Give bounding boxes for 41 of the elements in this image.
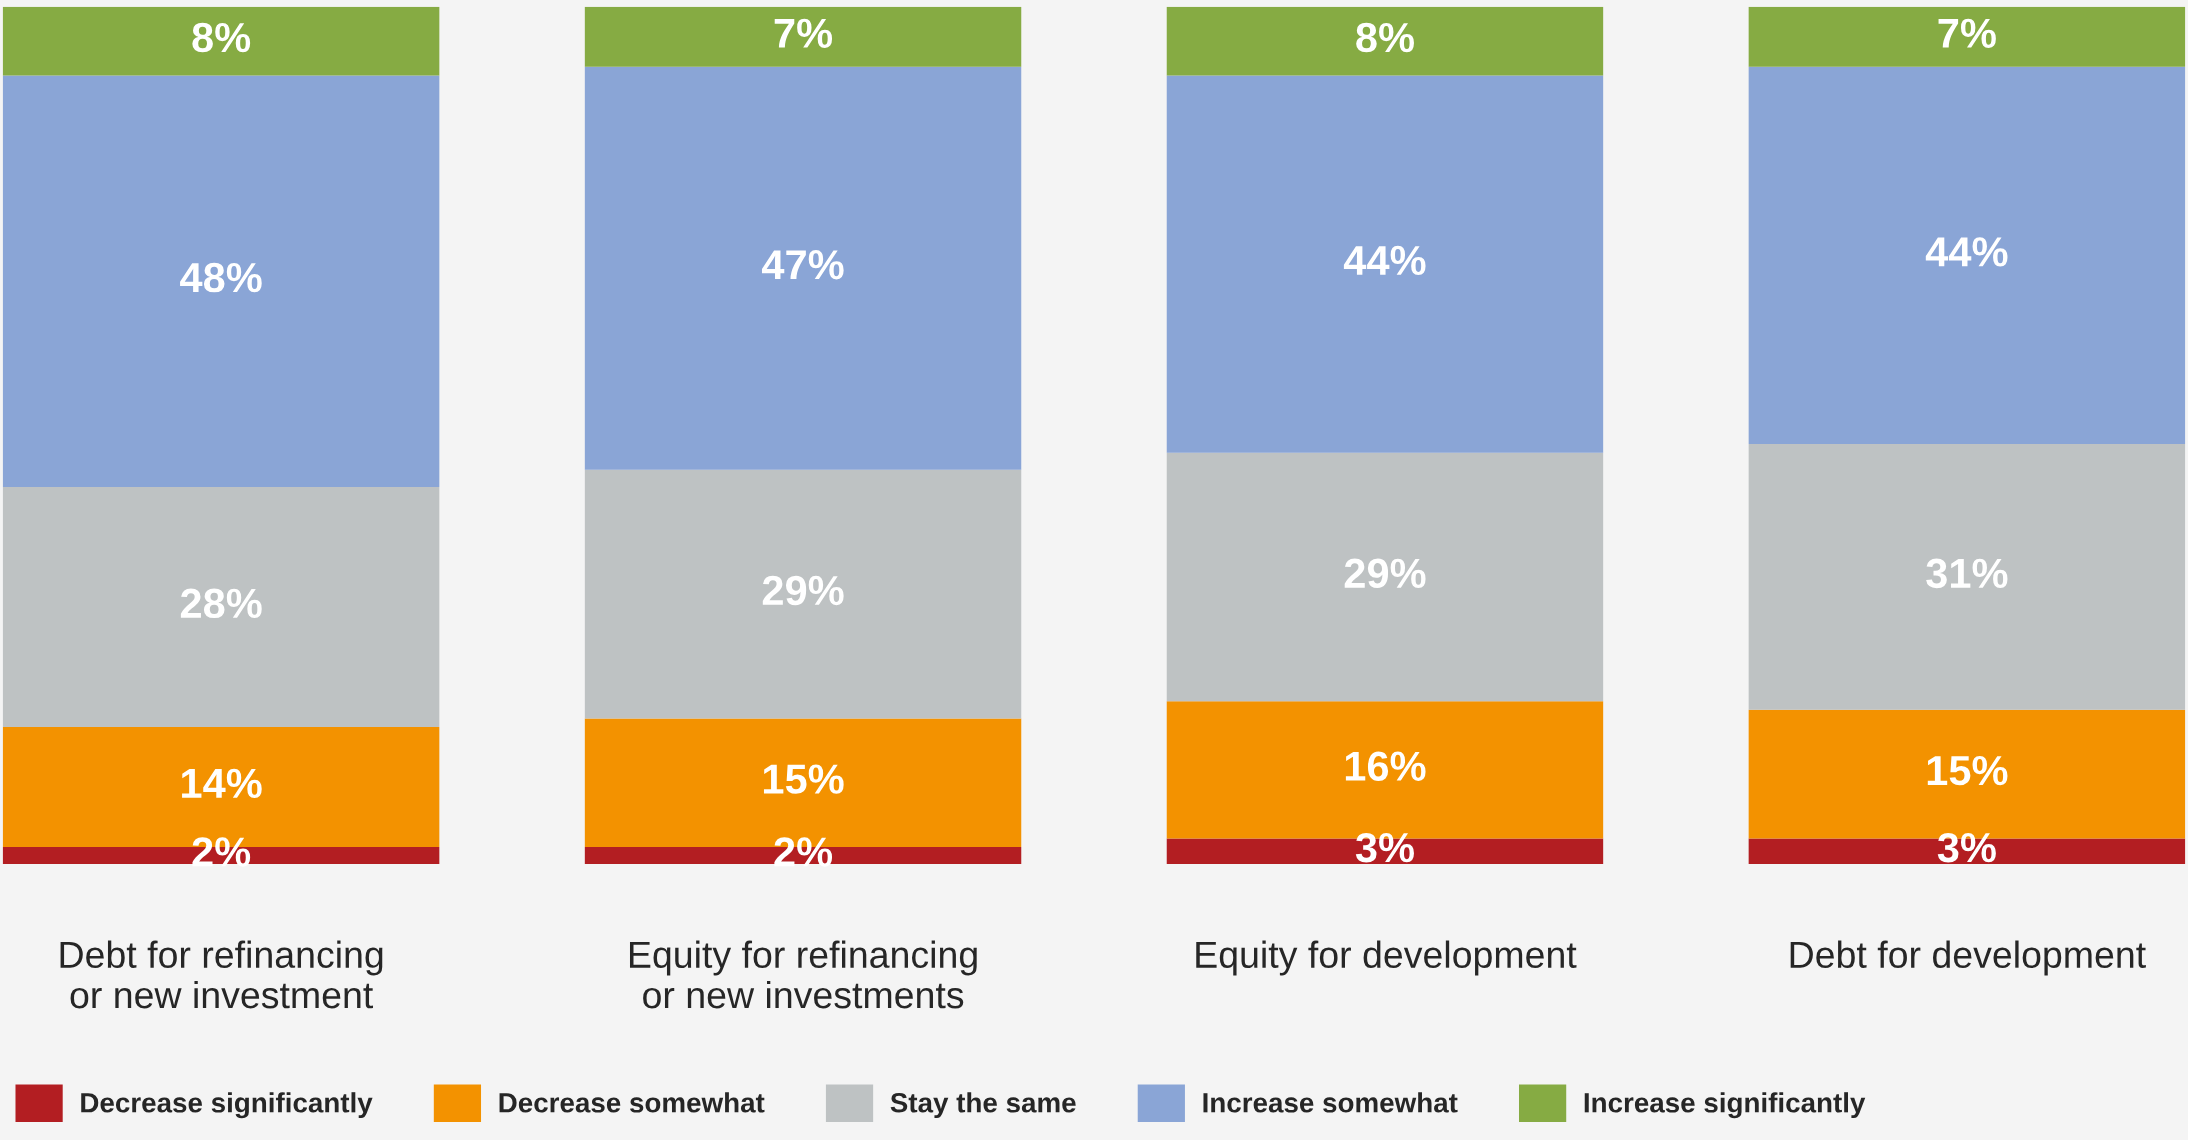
data-label: 2% (774, 837, 833, 867)
legend-label: Stay the same (890, 1092, 1076, 1119)
bar (584, 6, 1022, 67)
bar (584, 66, 1022, 470)
data-label: 47% (761, 250, 844, 280)
data-label: 7% (774, 18, 833, 48)
data-label: 7% (1938, 18, 1996, 48)
bar (1166, 452, 1604, 702)
data-label: 8% (192, 22, 251, 53)
x-tick-label: Debt for development (1790, 940, 2146, 976)
data-label: 2% (192, 837, 251, 867)
data-label: 29% (762, 575, 844, 606)
bar (2, 6, 440, 76)
bar (2, 486, 440, 727)
data-label: 31% (1926, 558, 2008, 589)
data-label: 15% (763, 764, 844, 794)
legend-label: Decrease somewhat (499, 1092, 765, 1113)
bar (1748, 444, 2186, 710)
data-label: 8% (1356, 22, 1414, 53)
data-label: 3% (1355, 832, 1414, 863)
x-tick-label: Equity for development (1196, 940, 1577, 976)
legend-label: Decrease significantly (81, 1092, 373, 1119)
data-label: 44% (1925, 237, 2008, 267)
data-label: 44% (1343, 245, 1426, 276)
data-label: 3% (1937, 832, 1996, 863)
bar (584, 469, 1022, 719)
data-label: 48% (180, 262, 262, 293)
bar (1748, 66, 2186, 445)
bar (1748, 6, 2186, 67)
data-label: 28% (180, 588, 262, 619)
data-label: 16% (1345, 751, 1426, 781)
data-label: 29% (1344, 558, 1426, 589)
x-tick-label: Debt for refinancing or new investment (60, 940, 383, 1009)
legend-label: Increase significantly (1584, 1092, 1866, 1119)
bar (1166, 6, 1604, 76)
data-label: 15% (1927, 755, 2008, 786)
bar (2, 75, 440, 487)
bar (1166, 75, 1604, 453)
legend-label: Increase somewhat (1203, 1092, 1458, 1113)
x-tick-label: Equity for refinancing or new investments (629, 940, 977, 1009)
data-label: 14% (182, 768, 262, 799)
